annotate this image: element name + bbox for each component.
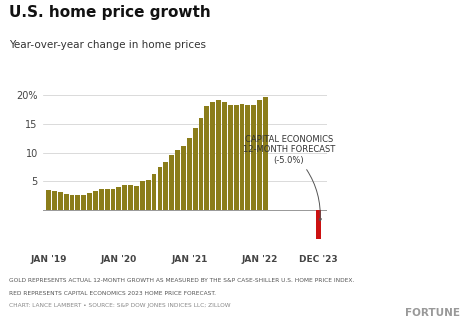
Bar [257, 100, 262, 210]
Bar [181, 146, 186, 210]
Bar [222, 102, 227, 210]
Bar [157, 167, 162, 210]
Bar [251, 105, 256, 210]
Bar [75, 195, 80, 210]
Bar [93, 191, 98, 210]
Bar [240, 104, 245, 210]
Bar [216, 100, 221, 210]
Bar [134, 186, 139, 210]
Bar [140, 181, 145, 210]
Text: CAPITAL ECONOMICS
12-MONTH FORECAST
(-5.0%): CAPITAL ECONOMICS 12-MONTH FORECAST (-5.… [243, 135, 335, 221]
Bar [246, 105, 250, 210]
Bar [187, 138, 191, 210]
Bar [152, 174, 156, 210]
Text: CHART: LANCE LAMBERT • SOURCE: S&P DOW JONES INDICES LLC; ZILLOW: CHART: LANCE LAMBERT • SOURCE: S&P DOW J… [9, 303, 231, 308]
Bar [87, 193, 92, 210]
Bar [175, 150, 180, 210]
Text: GOLD REPRESENTS ACTUAL 12-MONTH GROWTH AS MEASURED BY THE S&P CASE-SHILLER U.S. : GOLD REPRESENTS ACTUAL 12-MONTH GROWTH A… [9, 278, 355, 283]
Bar [99, 189, 104, 210]
Bar [204, 107, 209, 210]
Bar [234, 105, 238, 210]
Bar [146, 180, 151, 210]
Bar [64, 194, 69, 210]
Text: RED REPRESENTS CAPITAL ECONOMICS 2023 HOME PRICE FORECAST.: RED REPRESENTS CAPITAL ECONOMICS 2023 HO… [9, 291, 217, 296]
Bar [128, 185, 133, 210]
Bar [82, 195, 86, 210]
Bar [122, 185, 127, 210]
Bar [46, 190, 51, 210]
Bar [110, 189, 116, 210]
Bar [169, 155, 174, 210]
Bar [210, 102, 215, 210]
Bar [105, 189, 109, 210]
Text: FORTUNE: FORTUNE [405, 308, 460, 317]
Text: U.S. home price growth: U.S. home price growth [9, 5, 211, 20]
Bar [164, 162, 168, 210]
Bar [263, 97, 268, 210]
Text: Year-over-year change in home prices: Year-over-year change in home prices [9, 40, 207, 50]
Bar [228, 105, 233, 210]
Bar [52, 191, 57, 210]
Bar [316, 210, 321, 239]
Bar [117, 187, 121, 210]
Bar [199, 118, 203, 210]
Bar [58, 192, 63, 210]
Bar [193, 128, 198, 210]
Bar [70, 195, 74, 210]
